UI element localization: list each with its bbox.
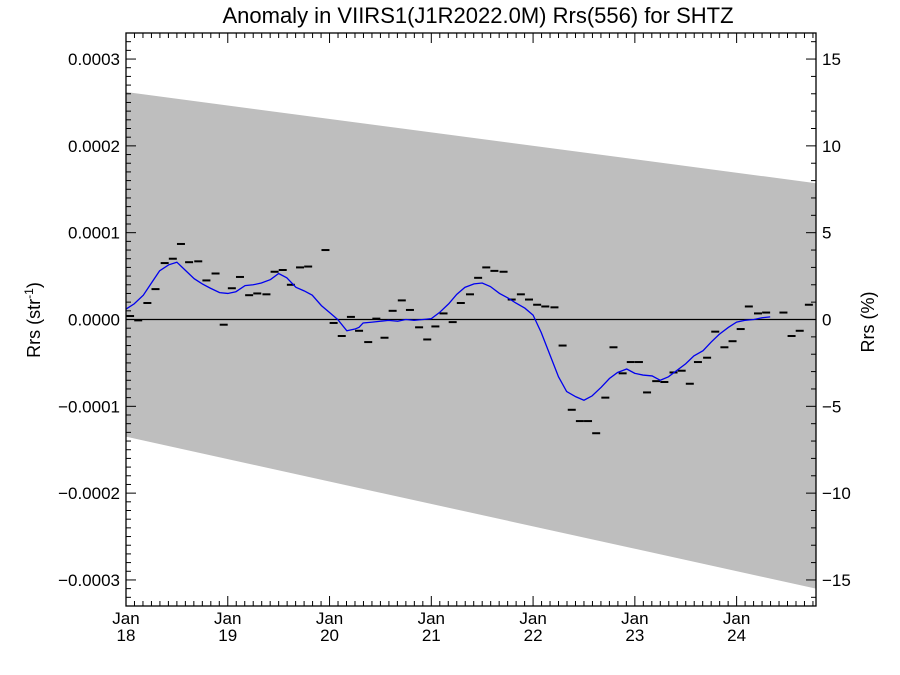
y-left-tick-label: 0.0003	[68, 50, 120, 69]
x-tick-label-month: Jan	[418, 609, 445, 628]
plot-area: 0.0003 0.0002 0.0001 0.0000 −0.0001 −0.0002 −0…	[58, 32, 851, 645]
y-right-tick-label: 5	[822, 224, 831, 243]
x-tick-label-year: 24	[727, 626, 746, 645]
x-tick-label-month: Jan	[214, 609, 241, 628]
x-tick-label-year: 18	[117, 626, 136, 645]
smoothed-series-line	[125, 261, 771, 401]
x-tick-label-year: 20	[320, 626, 339, 645]
x-tick-label-year: 21	[422, 626, 441, 645]
x-tick-label-month: Jan	[316, 609, 343, 628]
y-left-tick-label: −0.0003	[58, 571, 120, 590]
y-right-tick-label: −15	[822, 571, 851, 590]
x-tick-label-month: Jan	[621, 609, 648, 628]
y-left-tick-label: −0.0001	[58, 397, 120, 416]
y-left-tick-label: 0.0000	[68, 311, 120, 330]
y-right-tick-label: 0	[822, 311, 831, 330]
y-axis-left-title: Rrs (str-1)	[22, 282, 44, 358]
x-tick-label-month: Jan	[723, 609, 750, 628]
x-tick-label-year: 22	[524, 626, 543, 645]
y-right-tick-label: 10	[822, 137, 841, 156]
x-tick-label-month: Jan	[112, 609, 139, 628]
uncertainty-band	[126, 92, 816, 589]
y-right-tick-label: 15	[822, 50, 841, 69]
y-left-tick-label: 0.0001	[68, 224, 120, 243]
x-tick-label-month: Jan	[519, 609, 546, 628]
y-axis-right-title: Rrs (%)	[858, 292, 878, 353]
x-tick-label-year: 23	[625, 626, 644, 645]
chart-title: Anomaly in VIIRS1(J1R2022.0M) Rrs(556) f…	[222, 3, 733, 28]
y-right-tick-label: −10	[822, 484, 851, 503]
y-left-tick-label: −0.0002	[58, 484, 120, 503]
y-left-tick-label: 0.0002	[68, 137, 120, 156]
x-tick-label-year: 19	[218, 626, 237, 645]
y-right-tick-label: −5	[822, 397, 841, 416]
